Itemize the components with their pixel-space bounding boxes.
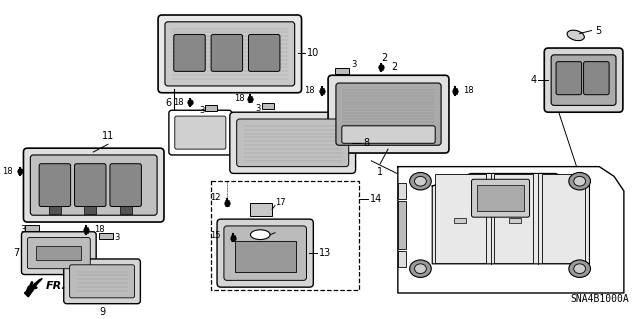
- Text: 6: 6: [166, 98, 172, 108]
- Text: SNA4B1000A: SNA4B1000A: [570, 294, 628, 304]
- Text: 14: 14: [371, 194, 383, 204]
- FancyBboxPatch shape: [64, 259, 140, 304]
- Bar: [120, 206, 132, 214]
- FancyBboxPatch shape: [28, 238, 90, 269]
- Polygon shape: [24, 278, 42, 297]
- Bar: [36, 246, 81, 260]
- FancyBboxPatch shape: [39, 164, 70, 206]
- Bar: [398, 251, 406, 267]
- Text: 18: 18: [94, 225, 105, 234]
- Ellipse shape: [567, 30, 584, 41]
- FancyBboxPatch shape: [584, 62, 609, 95]
- FancyBboxPatch shape: [22, 232, 96, 275]
- FancyBboxPatch shape: [336, 83, 441, 145]
- Text: 11: 11: [102, 131, 114, 141]
- Text: 16: 16: [275, 227, 285, 236]
- Polygon shape: [398, 167, 624, 293]
- Bar: [26, 225, 39, 231]
- FancyBboxPatch shape: [110, 164, 141, 206]
- Text: 5: 5: [595, 26, 602, 35]
- Ellipse shape: [573, 264, 586, 274]
- Bar: [262, 103, 274, 109]
- Bar: [205, 105, 217, 111]
- Bar: [494, 174, 534, 263]
- Bar: [250, 203, 272, 216]
- Text: 2: 2: [391, 63, 397, 72]
- FancyBboxPatch shape: [472, 179, 529, 217]
- Text: 8: 8: [364, 138, 369, 148]
- Ellipse shape: [569, 173, 591, 190]
- Bar: [99, 233, 113, 239]
- Text: 10: 10: [307, 48, 320, 58]
- Ellipse shape: [415, 264, 426, 274]
- FancyBboxPatch shape: [551, 55, 616, 105]
- Ellipse shape: [250, 230, 270, 240]
- FancyBboxPatch shape: [24, 148, 164, 222]
- FancyBboxPatch shape: [70, 265, 134, 298]
- FancyBboxPatch shape: [224, 226, 307, 280]
- Text: 3: 3: [351, 60, 357, 70]
- FancyBboxPatch shape: [74, 164, 106, 206]
- Text: 15: 15: [211, 231, 221, 240]
- FancyBboxPatch shape: [342, 126, 435, 143]
- FancyBboxPatch shape: [175, 116, 226, 149]
- Bar: [398, 201, 406, 249]
- FancyBboxPatch shape: [328, 75, 449, 153]
- Text: 18: 18: [173, 98, 184, 107]
- FancyBboxPatch shape: [556, 62, 582, 95]
- Bar: [509, 218, 521, 223]
- Text: 3: 3: [199, 106, 204, 115]
- Text: 3: 3: [20, 225, 26, 234]
- Text: 3: 3: [114, 233, 119, 242]
- FancyBboxPatch shape: [30, 155, 157, 215]
- Bar: [477, 185, 524, 211]
- Text: 9: 9: [99, 307, 105, 316]
- Bar: [84, 206, 96, 214]
- Text: 13: 13: [319, 248, 332, 258]
- Text: 4: 4: [531, 75, 536, 85]
- Text: 3: 3: [255, 104, 260, 113]
- Polygon shape: [432, 174, 589, 264]
- Ellipse shape: [410, 173, 431, 190]
- Bar: [454, 218, 466, 223]
- FancyBboxPatch shape: [174, 34, 205, 71]
- Text: 2: 2: [381, 53, 387, 63]
- FancyBboxPatch shape: [230, 112, 356, 174]
- Bar: [211, 181, 358, 290]
- Ellipse shape: [415, 176, 426, 186]
- FancyBboxPatch shape: [165, 22, 294, 86]
- Text: 17: 17: [275, 198, 285, 207]
- Text: 7: 7: [13, 248, 19, 258]
- Text: 18: 18: [304, 86, 314, 95]
- FancyBboxPatch shape: [248, 34, 280, 71]
- Ellipse shape: [569, 260, 591, 278]
- FancyBboxPatch shape: [544, 48, 623, 112]
- FancyBboxPatch shape: [211, 34, 243, 71]
- Bar: [335, 69, 349, 74]
- FancyBboxPatch shape: [217, 219, 314, 287]
- Bar: [542, 174, 584, 263]
- FancyBboxPatch shape: [158, 15, 301, 93]
- Bar: [435, 174, 486, 263]
- Text: FR.: FR.: [46, 281, 67, 291]
- Bar: [235, 241, 296, 271]
- Text: 1: 1: [377, 167, 383, 177]
- Bar: [398, 183, 406, 199]
- Ellipse shape: [410, 260, 431, 278]
- Text: 12: 12: [211, 193, 221, 202]
- Bar: [49, 206, 61, 214]
- Text: 18: 18: [2, 167, 13, 176]
- FancyBboxPatch shape: [169, 110, 232, 155]
- FancyBboxPatch shape: [237, 119, 349, 167]
- Text: 18: 18: [234, 94, 244, 103]
- Text: 18: 18: [463, 86, 474, 95]
- Ellipse shape: [573, 176, 586, 186]
